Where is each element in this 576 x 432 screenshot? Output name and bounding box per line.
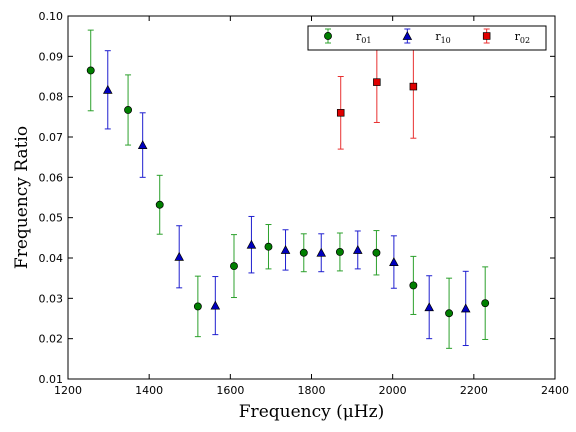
data-point xyxy=(124,106,133,114)
data-point xyxy=(280,244,291,254)
y-tick-label: 0.06 xyxy=(39,171,64,184)
data-point xyxy=(373,78,381,86)
series-r01 xyxy=(86,29,490,349)
y-tick-label: 0.07 xyxy=(39,131,64,144)
tick-layer: 1200 1400 1600 1800 2000 2200 2400 0.01 0.02 0.03… xyxy=(39,10,570,397)
y-axis-label: Frequency Ratio xyxy=(12,126,32,269)
x-tick-label: 2000 xyxy=(379,384,407,397)
data-point xyxy=(155,200,164,209)
data-point xyxy=(352,244,363,254)
data-point xyxy=(336,109,345,117)
x-tick-label: 1400 xyxy=(135,384,163,397)
y-tick-label: 0.09 xyxy=(39,50,64,63)
data-point xyxy=(86,66,95,75)
y-tick-label: 0.01 xyxy=(39,373,64,386)
legend-marker xyxy=(482,32,491,40)
y-tick-label: 0.02 xyxy=(39,333,64,346)
data-point xyxy=(389,257,399,266)
y-tick-label: 0.10 xyxy=(39,10,64,23)
legend-marker xyxy=(402,31,413,40)
data-point xyxy=(460,303,471,313)
data-point xyxy=(174,251,184,261)
legend: r01 r10 r02 xyxy=(307,25,547,51)
data-point xyxy=(210,300,221,310)
data-point xyxy=(424,302,434,312)
y-tick-label: 0.05 xyxy=(39,212,64,225)
data-point xyxy=(230,262,238,271)
plot-area xyxy=(68,16,555,379)
x-axis-label: Frequency (μHz) xyxy=(239,402,384,422)
data-point xyxy=(299,248,308,257)
data-point xyxy=(335,247,344,256)
x-tick-label: 2200 xyxy=(460,384,488,397)
y-tick-label: 0.03 xyxy=(39,292,64,305)
data-point xyxy=(481,299,490,308)
y-tick-label: 0.04 xyxy=(39,252,64,265)
data-layer xyxy=(86,29,490,349)
x-tick-label: 1200 xyxy=(54,384,82,397)
legend-box xyxy=(307,25,547,51)
series-r10 xyxy=(102,50,471,347)
legend-marker xyxy=(324,32,332,40)
x-tick-label: 2400 xyxy=(541,384,569,397)
y-tick-label: 0.08 xyxy=(39,91,64,104)
data-point xyxy=(102,84,113,94)
data-point xyxy=(372,248,381,257)
data-point xyxy=(409,281,418,290)
data-point xyxy=(264,242,273,251)
data-point xyxy=(445,309,454,318)
data-point xyxy=(409,82,418,91)
data-point xyxy=(137,140,148,149)
data-point xyxy=(193,302,202,311)
data-point xyxy=(316,247,327,257)
legend-entry-r01: r01 xyxy=(324,28,371,45)
x-tick-label: 1600 xyxy=(216,384,244,397)
data-point xyxy=(246,239,257,249)
x-tick-label: 1800 xyxy=(298,384,326,397)
